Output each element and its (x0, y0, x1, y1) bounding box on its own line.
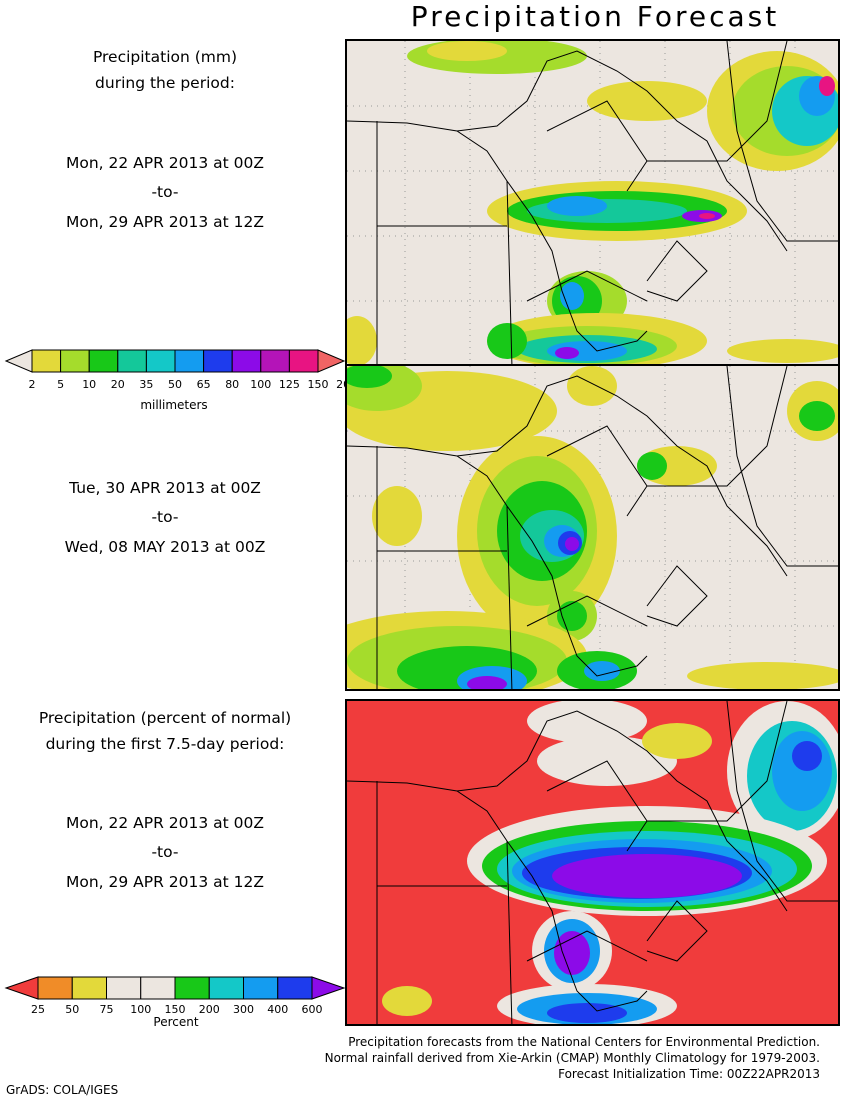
legend-tick-label: 35 (139, 378, 153, 391)
credits-line2: Normal rainfall derived from Xie-Arkin (… (324, 1051, 820, 1065)
legend-swatch (37, 976, 73, 1000)
credits: Precipitation forecasts from the Nationa… (325, 1034, 820, 1082)
legend-swatch (140, 976, 176, 1000)
legend-arrow-high (317, 349, 346, 373)
legend-swatch (88, 349, 119, 373)
legend-tick-label: 10 (82, 378, 96, 391)
legend-percent: 25 50 75 100 150 200 300 400 600 Percent (4, 975, 346, 1035)
legend-tick-label: 80 (225, 378, 239, 391)
panel3-to: -to- (151, 843, 179, 861)
legend-tick-label: 300 (233, 1003, 254, 1016)
legend-swatch (243, 976, 279, 1000)
panel1-start-date: Mon, 22 APR 2013 at 00Z (65, 154, 265, 172)
legend-swatch (174, 349, 205, 373)
legend-swatch (260, 349, 290, 373)
map-week1-percent-normal (345, 699, 840, 1026)
legend-swatch (277, 976, 313, 1000)
legend-unit: millimeters (140, 398, 207, 412)
legend-tick-label: 50 (65, 1003, 79, 1016)
panel3-heading-line2: during the first 7.5-day period: (45, 735, 285, 753)
country-borders (347, 701, 838, 1024)
panel3-heading-line1: Precipitation (percent of normal) (38, 709, 292, 727)
legend-swatch (288, 349, 319, 373)
legend-tick-label: 100 (130, 1003, 151, 1016)
credits-line1: Precipitation forecasts from the Nationa… (348, 1035, 820, 1049)
legend-swatch (106, 976, 142, 1000)
panel3-end-date: Mon, 29 APR 2013 at 12Z (65, 873, 265, 891)
legend-tick-label: 150 (308, 378, 329, 391)
legend-swatch (231, 349, 262, 373)
legend-tick-label: 150 (165, 1003, 186, 1016)
country-borders (347, 366, 838, 689)
page-title: Precipitation Forecast (410, 0, 780, 33)
map-week1-precip (345, 39, 840, 366)
legend-tick-label: 75 (100, 1003, 114, 1016)
percent-field (382, 701, 838, 1024)
legend-millimeters: 2 5 10 20 35 50 65 80 100 125 150 200 millimeters (4, 348, 346, 418)
legend-swatch (203, 349, 233, 373)
precip-field (347, 41, 838, 364)
legend-tick-label: 125 (279, 378, 300, 391)
legend-swatch (145, 349, 176, 373)
panel3-start-date: Mon, 22 APR 2013 at 00Z (65, 814, 265, 832)
country-borders (347, 41, 838, 364)
panel1-end-date: Mon, 29 APR 2013 at 12Z (65, 213, 265, 231)
credits-line3: Forecast Initialization Time: 00Z22APR20… (558, 1067, 820, 1081)
panel1-heading-line2: during the period: (95, 74, 235, 92)
legend-tick-label: 5 (57, 378, 64, 391)
legend-swatch (174, 976, 210, 1000)
legend-tick-label: 200 (336, 378, 346, 391)
panel1-to: -to- (151, 183, 179, 201)
legend-swatch (60, 349, 90, 373)
legend-tick-label: 600 (302, 1003, 323, 1016)
legend-tick-label: 25 (31, 1003, 45, 1016)
map-week2-precip (345, 364, 840, 691)
legend-unit: Percent (153, 1015, 198, 1029)
legend-swatch (208, 976, 244, 1000)
legend-tick-label: 20 (111, 378, 125, 391)
legend-tick-label: 100 (250, 378, 271, 391)
legend-tick-label: 65 (197, 378, 211, 391)
legend-tick-label: 200 (199, 1003, 220, 1016)
panel2-start-date: Tue, 30 APR 2013 at 00Z (69, 479, 261, 497)
legend-arrow-low (4, 976, 39, 1000)
legend-swatch (117, 349, 147, 373)
precip-field (347, 366, 838, 689)
legend-tick-label: 50 (168, 378, 182, 391)
legend-tick-label: 2 (29, 378, 36, 391)
legend-arrow-high (311, 976, 346, 1000)
legend-tick-label: 400 (267, 1003, 288, 1016)
legend-swatch (71, 976, 107, 1000)
legend-arrow-low (4, 349, 33, 373)
panel2-end-date: Wed, 08 MAY 2013 at 00Z (64, 538, 266, 556)
software-credit: GrADS: COLA/IGES (6, 1083, 119, 1097)
panel2-to: -to- (151, 508, 179, 526)
legend-swatch (31, 349, 62, 373)
panel1-heading-line1: Precipitation (mm) (92, 48, 238, 66)
